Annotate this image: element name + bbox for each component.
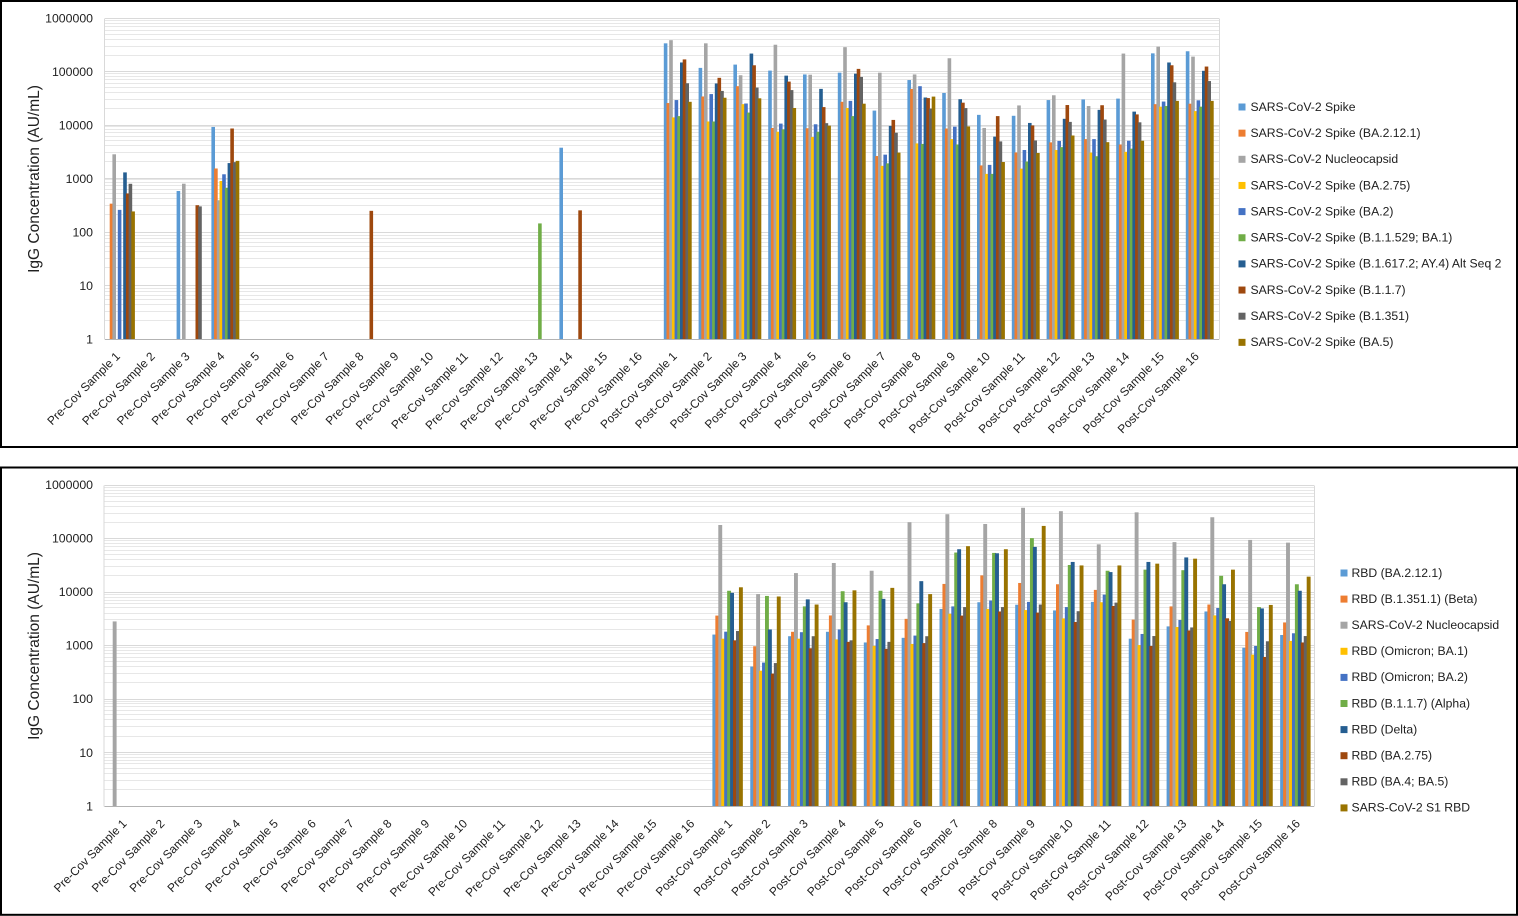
svg-text:RBD (BA.2.75): RBD (BA.2.75) [1352,749,1433,763]
svg-text:SARS-CoV-2 Spike (B.1.1.529; B: SARS-CoV-2 Spike (B.1.1.529; BA.1) [1251,231,1453,245]
svg-text:10000: 10000 [59,118,93,132]
svg-text:10: 10 [79,279,93,293]
svg-text:RBD (BA.4; BA.5): RBD (BA.4; BA.5) [1352,775,1449,789]
svg-text:100: 100 [72,225,93,239]
svg-text:1: 1 [86,332,93,346]
svg-text:SARS-CoV-2 Spike (BA.2): SARS-CoV-2 Spike (BA.2) [1251,204,1394,218]
svg-text:IgG Concentration (AU/mL): IgG Concentration (AU/mL) [26,85,43,273]
svg-text:SARS-CoV-2 Spike (B.1.351): SARS-CoV-2 Spike (B.1.351) [1251,309,1410,323]
svg-text:1000: 1000 [66,639,94,653]
svg-text:100000: 100000 [52,65,93,79]
svg-text:100: 100 [72,692,93,706]
svg-text:SARS-CoV-2 Nucleocapsid: SARS-CoV-2 Nucleocapsid [1251,152,1399,166]
svg-text:SARS-CoV-2 Spike: SARS-CoV-2 Spike [1251,100,1356,114]
svg-text:SARS-CoV-2 Spike (B.1.1.7): SARS-CoV-2 Spike (B.1.1.7) [1251,283,1406,297]
svg-text:RBD (Omicron; BA.1): RBD (Omicron; BA.1) [1352,644,1468,658]
svg-text:SARS-CoV-2 Nucleocapsid: SARS-CoV-2 Nucleocapsid [1352,618,1500,632]
svg-text:10: 10 [79,746,93,760]
svg-text:RBD (B.1.1.7) (Alpha): RBD (B.1.1.7) (Alpha) [1352,696,1471,710]
svg-text:RBD (B.1.351.1) (Beta): RBD (B.1.351.1) (Beta) [1352,592,1478,606]
svg-text:SARS-CoV-2 Spike (BA.2.75): SARS-CoV-2 Spike (BA.2.75) [1251,178,1411,192]
svg-text:SARS-CoV-2 Spike (B.1.617.2; A: SARS-CoV-2 Spike (B.1.617.2; AY.4) Alt S… [1251,257,1502,271]
svg-text:100000: 100000 [52,532,93,546]
svg-text:RBD (BA.2.12.1): RBD (BA.2.12.1) [1352,566,1443,580]
svg-text:1000000: 1000000 [45,478,93,492]
svg-text:RBD (Omicron; BA.2): RBD (Omicron; BA.2) [1352,670,1468,684]
svg-text:1: 1 [86,799,93,813]
svg-text:SARS-CoV-2 Spike (BA.2.12.1): SARS-CoV-2 Spike (BA.2.12.1) [1251,126,1421,140]
svg-text:10000: 10000 [59,585,93,599]
svg-text:IgG Concentration (AU/mL): IgG Concentration (AU/mL) [26,552,43,740]
svg-text:1000000: 1000000 [45,11,93,25]
svg-text:RBD (Delta): RBD (Delta) [1352,722,1418,736]
svg-text:SARS-CoV-2 S1 RBD: SARS-CoV-2 S1 RBD [1352,801,1471,815]
svg-text:1000: 1000 [66,172,94,186]
svg-text:SARS-CoV-2 Spike (BA.5): SARS-CoV-2 Spike (BA.5) [1251,335,1394,349]
